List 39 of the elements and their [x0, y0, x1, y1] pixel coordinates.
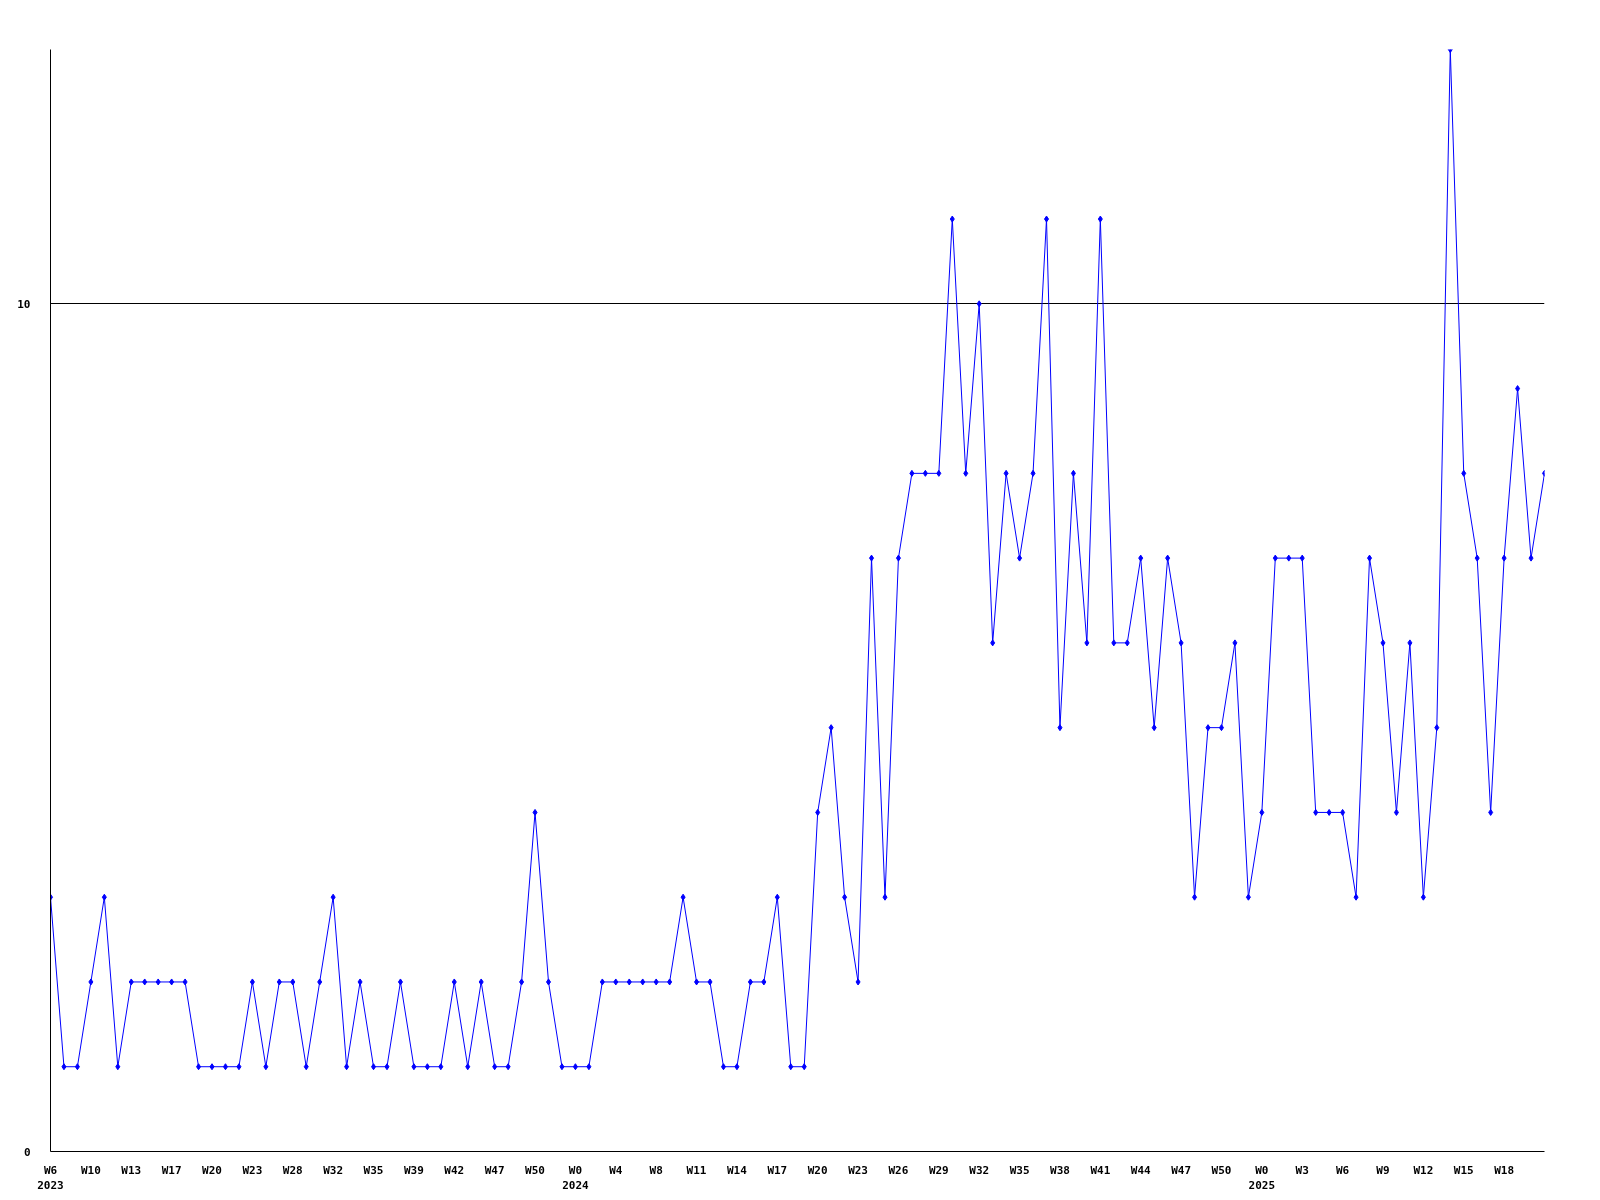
x-tick-label: W47	[484, 1163, 505, 1177]
x-tick-label: W18	[1494, 1163, 1515, 1177]
x-tick-label: W17	[767, 1163, 788, 1177]
y-tick-label: 10	[17, 297, 31, 311]
x-tick-label: W12	[1413, 1163, 1434, 1177]
x-tick-label: W13	[121, 1163, 142, 1177]
x-tick-label: W50	[1211, 1163, 1232, 1177]
x-tick-label: W23	[848, 1163, 869, 1177]
x-tick-label: W0 2024	[562, 1163, 590, 1193]
x-tick-label: W44	[1130, 1163, 1152, 1177]
x-tick-label: W6 2023	[37, 1163, 64, 1193]
x-tick-label: W35	[363, 1163, 384, 1177]
x-tick-label: W20	[202, 1163, 222, 1177]
x-tick-label: W50	[525, 1163, 545, 1177]
x-tick-label: W11	[686, 1163, 707, 1177]
x-tick-label: W15	[1453, 1163, 1474, 1177]
x-tick-label: W10	[80, 1163, 101, 1177]
x-tick-label: W29	[928, 1163, 949, 1177]
x-tick-label: W47	[1171, 1163, 1192, 1177]
x-tick-label: W14	[727, 1163, 748, 1177]
x-tick-label: W20	[807, 1163, 828, 1177]
x-tick-label: W28	[282, 1163, 303, 1177]
x-tick-label: W26	[888, 1163, 909, 1177]
y-tick-label: 0	[23, 1145, 31, 1159]
x-tick-label: W35	[1009, 1163, 1030, 1177]
x-tick-label: W6	[1335, 1163, 1350, 1177]
x-tick-label: W9	[1376, 1163, 1390, 1177]
x-tick-label: W32	[969, 1163, 990, 1177]
x-tick-label: W4	[609, 1163, 623, 1177]
x-tick-label: W39	[403, 1163, 424, 1177]
x-tick-label: W42	[444, 1163, 465, 1177]
x-tick-label: W23	[242, 1163, 263, 1177]
x-tick-label: W32	[323, 1163, 344, 1177]
x-tick-label: W38	[1050, 1163, 1070, 1177]
x-tick-label: W41	[1090, 1163, 1111, 1177]
x-tick-label: W8	[649, 1163, 663, 1177]
x-tick-label: W0 2025	[1248, 1163, 1276, 1193]
x-tick-label: W3	[1295, 1163, 1309, 1177]
x-tick-label: W17	[161, 1163, 182, 1177]
